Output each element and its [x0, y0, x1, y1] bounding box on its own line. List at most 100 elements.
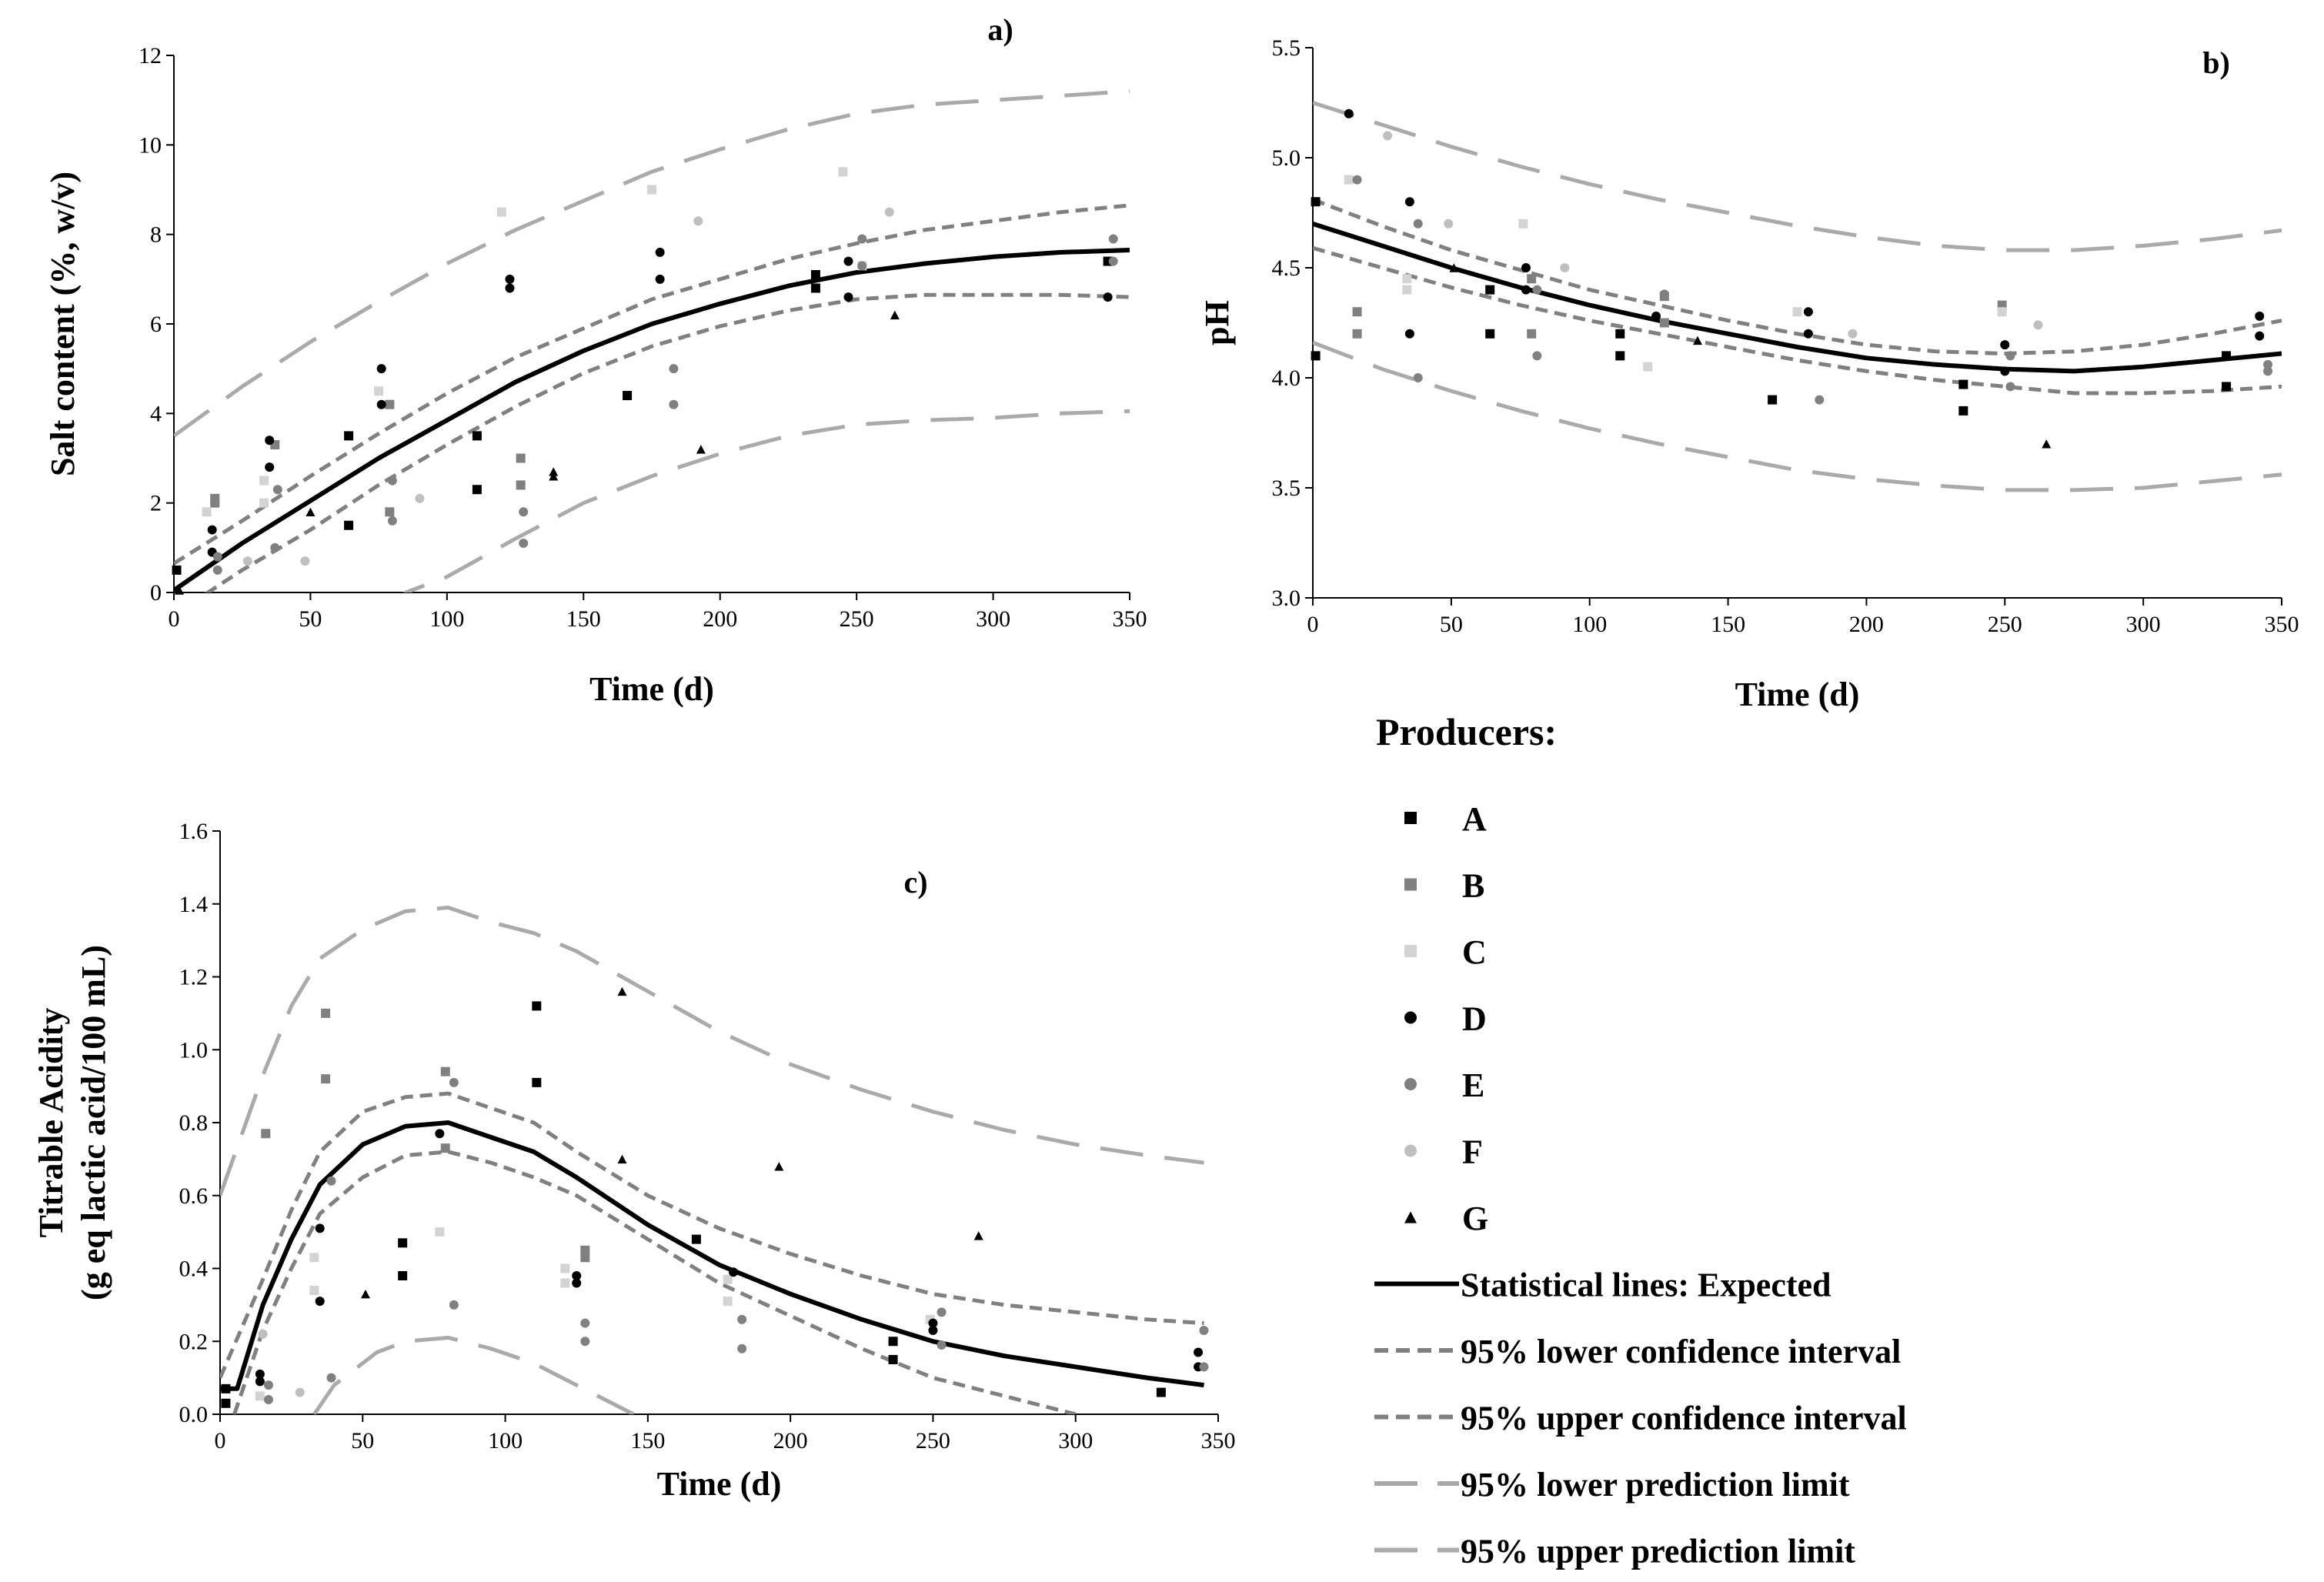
point-g: [1693, 335, 1703, 345]
legend-line-item: 95% lower prediction limit: [1374, 1466, 1850, 1504]
legend-marker-b: [1404, 878, 1417, 891]
x-tick-label: 100: [488, 1428, 523, 1454]
y-tick-label: 8: [150, 222, 162, 248]
x-axis-label: Time (d): [657, 1465, 782, 1503]
point-f: [300, 556, 310, 566]
point-c: [1402, 274, 1412, 284]
point-b: [1527, 274, 1537, 284]
point-d: [207, 525, 217, 535]
y-tick-label: 12: [139, 43, 162, 68]
point-g: [890, 310, 900, 320]
point-e: [1199, 1326, 1209, 1336]
point-a: [532, 1001, 542, 1011]
statistical-lines: [220, 906, 1204, 1414]
point-a: [1615, 351, 1625, 361]
point-b: [1527, 329, 1537, 339]
point-d: [928, 1318, 938, 1328]
point-b: [580, 1253, 590, 1263]
point-d: [376, 399, 386, 409]
x-tick-label: 200: [1849, 612, 1884, 637]
point-d: [1521, 263, 1531, 272]
point-e: [937, 1340, 947, 1350]
point-e: [1108, 234, 1118, 244]
line-upper-ci: [220, 1091, 1204, 1379]
point-a: [1958, 406, 1968, 416]
point-d: [572, 1278, 582, 1288]
y-tick-label: 0.8: [179, 1110, 209, 1136]
x-tick-label: 50: [351, 1428, 374, 1454]
x-tick-label: 350: [1201, 1428, 1236, 1454]
legend-item-b: B: [1404, 867, 1484, 905]
point-d: [1651, 311, 1661, 321]
point-a: [172, 565, 182, 575]
y-tick-label: 6: [150, 312, 162, 337]
legend-item-c: C: [1404, 933, 1487, 971]
point-a: [221, 1398, 231, 1408]
legend-label: A: [1462, 800, 1487, 838]
line-upper-pl: [220, 906, 1204, 1197]
line-lower-pl: [402, 409, 1130, 592]
point-c: [723, 1274, 733, 1284]
point-f: [295, 1387, 305, 1397]
legend-marker-g: [1404, 1211, 1417, 1223]
y-tick-label: 4.0: [1272, 365, 1301, 391]
point-e: [2005, 351, 2015, 361]
point-a: [1615, 329, 1625, 339]
point-f: [1444, 219, 1454, 229]
legend-label: E: [1462, 1066, 1484, 1104]
point-e: [580, 1318, 590, 1328]
point-g: [1449, 263, 1459, 272]
point-d: [1404, 329, 1414, 339]
legend-label: 95% lower confidence interval: [1461, 1333, 1901, 1370]
x-tick-label: 0: [169, 606, 180, 632]
point-d: [655, 274, 665, 284]
point-d: [729, 1267, 739, 1277]
line-expected: [174, 248, 1130, 592]
point-g: [774, 1162, 784, 1171]
point-g: [306, 507, 316, 516]
legend-label: F: [1462, 1133, 1483, 1171]
point-d: [2255, 331, 2265, 341]
point-b: [516, 480, 526, 490]
point-a: [2222, 382, 2232, 392]
point-d: [572, 1270, 582, 1280]
y-tick-label: 0.4: [179, 1257, 209, 1282]
y-tick-label: 4: [150, 401, 162, 426]
point-e: [519, 507, 529, 517]
point-b: [440, 1066, 450, 1076]
x-tick-label: 350: [1113, 606, 1147, 632]
point-e: [263, 1395, 273, 1405]
point-b: [321, 1008, 331, 1018]
point-a: [344, 520, 354, 530]
data-points: [221, 986, 1209, 1408]
point-a: [810, 270, 820, 280]
legend-item-f: F: [1404, 1133, 1483, 1171]
point-b: [1352, 307, 1362, 317]
point-e: [519, 539, 529, 549]
point-g: [549, 472, 559, 481]
x-tick-label: 100: [1572, 612, 1607, 637]
point-e: [449, 1077, 459, 1087]
point-a: [221, 1383, 231, 1393]
legend-marker-f: [1404, 1144, 1417, 1157]
y-tick-label: 0.6: [179, 1183, 209, 1209]
point-d: [1803, 329, 1813, 339]
x-tick-label: 50: [299, 606, 322, 632]
point-c: [202, 507, 212, 517]
point-e: [1352, 175, 1362, 185]
point-e: [1815, 395, 1825, 405]
panel-label: b): [2202, 45, 2230, 80]
y-axis-label: Titrable Acidity: [32, 1008, 70, 1238]
point-e: [2263, 359, 2273, 369]
legend-item-a: A: [1404, 800, 1487, 838]
legend-label: Statistical lines: Expected: [1461, 1267, 1831, 1304]
point-e: [326, 1373, 336, 1383]
legend-item-g: G: [1404, 1200, 1488, 1237]
point-c: [374, 386, 384, 396]
x-tick-label: 250: [840, 606, 874, 632]
point-d: [376, 364, 386, 374]
point-d: [1521, 285, 1531, 295]
line-lower-pl: [312, 1336, 635, 1414]
x-tick-label: 300: [2126, 612, 2161, 637]
